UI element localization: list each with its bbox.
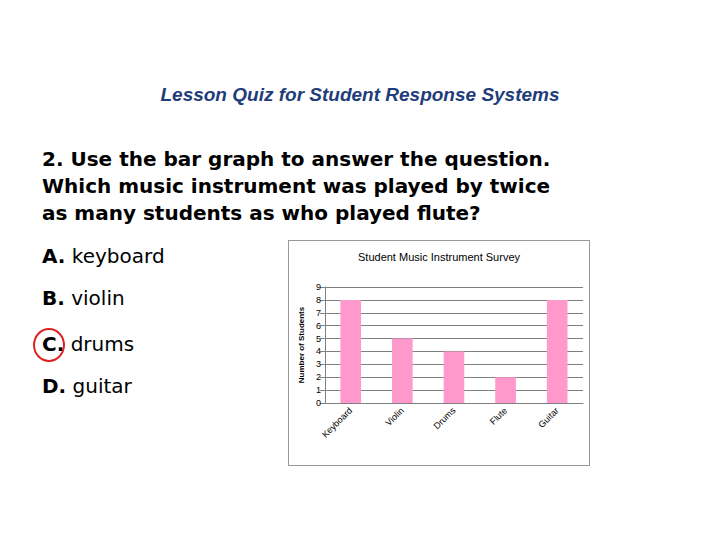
svg-text:Student Music Instrument Surve: Student Music Instrument Survey — [358, 251, 521, 263]
svg-text:Guitar: Guitar — [536, 405, 560, 429]
svg-text:Number of Students: Number of Students — [297, 306, 306, 383]
svg-text:Keyboard: Keyboard — [320, 405, 354, 439]
svg-text:2: 2 — [316, 372, 321, 382]
svg-text:4: 4 — [316, 346, 321, 356]
html-text:Which music instrument was pla: Which music instrument was played by twi… — [42, 174, 551, 198]
svg-text:6: 6 — [316, 321, 321, 331]
html-text:2. Use the bar graph to answer: 2. Use the bar graph to answer the quest… — [42, 147, 551, 171]
html-text:Lesson Quiz for Student Respon: Lesson Quiz for Student Response Systems — [160, 84, 560, 105]
svg-text:9: 9 — [316, 282, 321, 292]
html-text:A. keyboard: A. keyboard — [42, 244, 165, 268]
html-text:as many students as who played: as many students as who played flute? — [42, 201, 481, 225]
svg-text:Drums: Drums — [432, 405, 458, 431]
svg-text:1: 1 — [316, 385, 321, 395]
svg-text:Violin: Violin — [383, 405, 405, 427]
html-text:D. guitar: D. guitar — [42, 374, 132, 398]
svg-text:5: 5 — [316, 334, 321, 344]
html-text:B. violin: B. violin — [42, 286, 125, 310]
svg-text:3: 3 — [316, 359, 321, 369]
svg-text:Flute: Flute — [488, 405, 509, 426]
svg-text:7: 7 — [316, 308, 321, 318]
svg-text:0: 0 — [316, 398, 321, 408]
svg-text:8: 8 — [316, 295, 321, 305]
html-text:C. drums: C. drums — [42, 332, 135, 356]
